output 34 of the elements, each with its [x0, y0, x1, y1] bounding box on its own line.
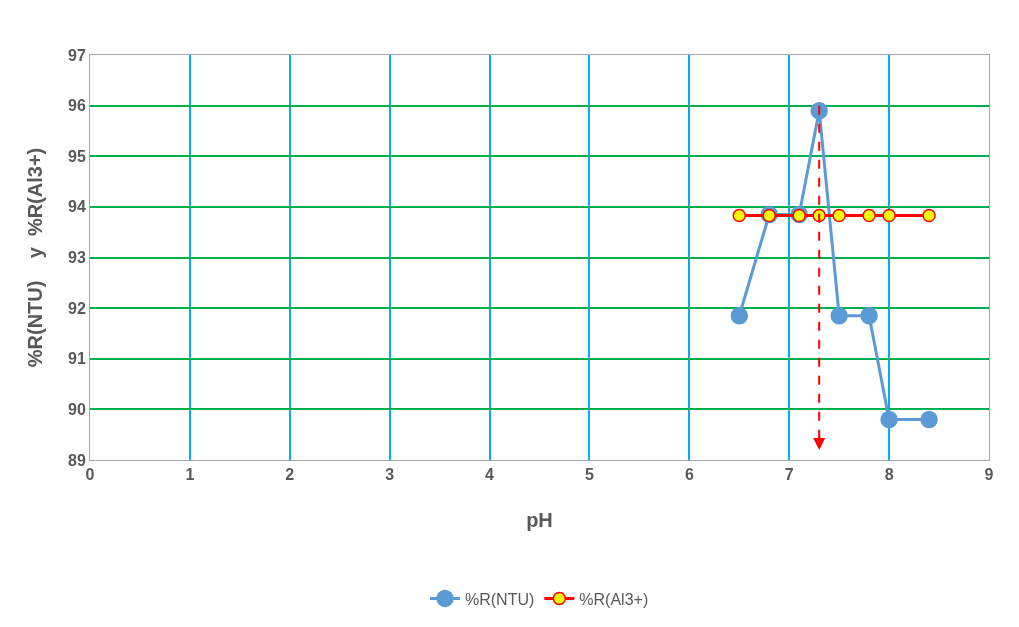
legend-label: %R(NTU): [465, 590, 535, 608]
point: [810, 101, 828, 120]
point: [882, 208, 896, 223]
x-tick-label: 6: [684, 466, 694, 484]
x-tick-label: 0: [85, 466, 95, 484]
y-tick-label: 95: [68, 147, 86, 165]
x-tick-label: 7: [784, 466, 794, 484]
point: [860, 306, 878, 325]
y-tick-label: 92: [68, 299, 86, 317]
x-tick-label: 3: [385, 466, 395, 484]
y-tick-label: 93: [68, 249, 86, 267]
y-tick-label: 96: [68, 97, 86, 115]
y-tick-label: 97: [68, 46, 86, 64]
x-tick-label: 5: [584, 466, 594, 484]
x-tick-label: 9: [984, 466, 994, 484]
point: [922, 208, 936, 223]
y-tick-label: 94: [68, 198, 86, 216]
point: [830, 306, 848, 325]
point: [730, 306, 749, 325]
point: [920, 410, 938, 429]
y-axis-title: %R(NTU) y %R(Al3+): [23, 147, 46, 368]
x-tick-label: 1: [185, 466, 195, 484]
point: [880, 410, 898, 429]
point: [732, 208, 747, 223]
x-tick-label: 4: [485, 466, 495, 484]
y-tick-label: 90: [68, 400, 86, 418]
x-tick-label: 8: [884, 466, 894, 484]
x-axis-title: pH: [526, 508, 553, 531]
point: [832, 208, 846, 223]
x-tick-label: 2: [285, 466, 295, 484]
y-tick-label: 89: [68, 451, 86, 469]
point: [862, 208, 876, 223]
legend-label: %R(Al3+): [579, 590, 649, 608]
y-tick-label: 91: [68, 350, 86, 368]
